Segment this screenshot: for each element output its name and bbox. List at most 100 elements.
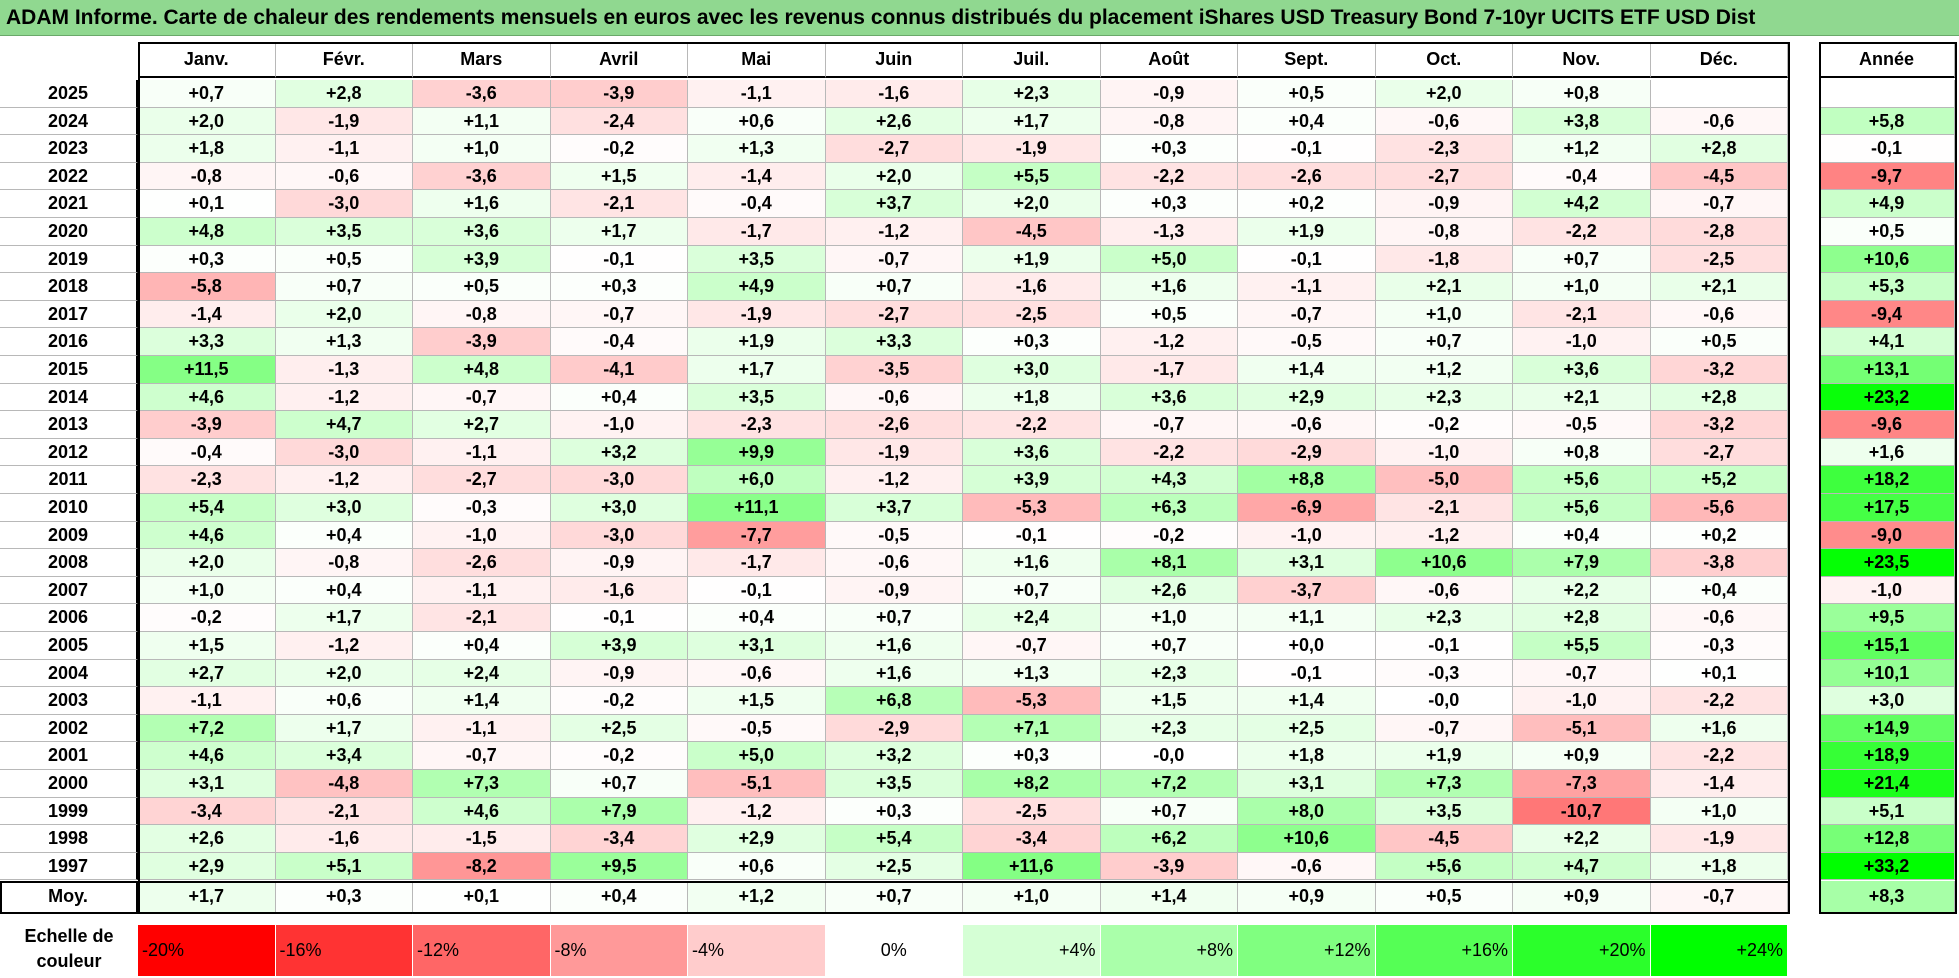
heatmap-cell: +5,0 <box>1100 245 1238 274</box>
annual-cell: +17,5 <box>1819 494 1955 522</box>
heatmap-cell: +0,8 <box>1513 80 1651 108</box>
heatmap-cell: -0,7 <box>413 383 551 412</box>
average-cell: +0,5 <box>1375 881 1513 914</box>
year-label: 1999 <box>0 797 138 826</box>
year-label: 2013 <box>0 411 138 439</box>
heatmap-cell: +0,4 <box>1650 576 1788 605</box>
heatmap-cell: -1,8 <box>1375 245 1513 274</box>
heatmap-cell: -0,9 <box>825 576 963 605</box>
heatmap-cell: +4,6 <box>138 521 276 550</box>
heatmap-cell: -0,5 <box>1513 411 1651 439</box>
heatmap-cell: +4,6 <box>138 383 276 412</box>
heatmap-cell: +2,0 <box>825 162 963 191</box>
heatmap-cell: -2,7 <box>825 300 963 329</box>
heatmap-cell: +3,4 <box>275 742 413 770</box>
heatmap-cell: +0,3 <box>963 328 1101 356</box>
heatmap-cell: -2,9 <box>1238 438 1376 467</box>
annual-cell: +23,5 <box>1819 549 1955 577</box>
heatmap-cell: -1,3 <box>1100 218 1238 246</box>
heatmap-cell: -1,7 <box>1100 356 1238 384</box>
heatmap-cell: +0,7 <box>1375 328 1513 356</box>
heatmap-cell: -0,2 <box>550 687 688 715</box>
month-header: Mai <box>688 42 826 78</box>
heatmap-cell: +3,6 <box>1513 356 1651 384</box>
annual-cell: -0,1 <box>1819 135 1955 163</box>
annual-cell: +5,8 <box>1819 107 1955 136</box>
heatmap-cell: -5,8 <box>138 273 276 301</box>
heatmap-cell: +2,3 <box>963 80 1101 108</box>
heatmap-cell: +3,1 <box>688 632 826 660</box>
heatmap-cell: +0,6 <box>688 107 826 136</box>
year-label: 2012 <box>0 438 138 467</box>
heatmap-cell: +3,0 <box>275 494 413 522</box>
heatmap-cell: -3,0 <box>550 521 688 550</box>
heatmap-cell: -1,1 <box>413 438 551 467</box>
heatmap-cell: +1,4 <box>1238 687 1376 715</box>
heatmap-cell: +1,7 <box>275 714 413 743</box>
heatmap-cell: -0,4 <box>688 190 826 218</box>
heatmap-cell: -0,6 <box>825 383 963 412</box>
heatmap-cell: -1,0 <box>413 521 551 550</box>
year-label: 2007 <box>0 576 138 605</box>
heatmap-cell: +4,6 <box>138 742 276 770</box>
heatmap-cell: +2,3 <box>1100 714 1238 743</box>
heatmap-cell: -2,1 <box>1513 300 1651 329</box>
heatmap-cell: -0,9 <box>550 659 688 688</box>
heatmap-cell: -5,3 <box>963 494 1101 522</box>
heatmap-cell: -2,7 <box>1650 438 1788 467</box>
color-scale-step: +12% <box>1238 925 1376 976</box>
color-scale-step: -20% <box>138 925 276 976</box>
month-header: Juin <box>825 42 963 78</box>
heatmap-cell: +0,7 <box>825 273 963 301</box>
heatmap-cell: +8,1 <box>1100 549 1238 577</box>
color-scale-step: -4% <box>688 925 826 976</box>
heatmap-cell: -0,7 <box>825 245 963 274</box>
annual-cell: +10,1 <box>1819 659 1955 688</box>
heatmap-cell: +2,6 <box>1100 576 1238 605</box>
color-scale-step: +20% <box>1513 925 1651 976</box>
heatmap-cell: +0,5 <box>1100 300 1238 329</box>
heatmap-cell: +3,1 <box>1238 770 1376 798</box>
year-label: 2020 <box>0 218 138 246</box>
heatmap-cell: -2,5 <box>1650 245 1788 274</box>
heatmap-cell: -2,7 <box>413 466 551 494</box>
heatmap-cell: -0,7 <box>1375 714 1513 743</box>
heatmap-cell: +5,1 <box>275 852 413 881</box>
heatmap-cell: -1,4 <box>1650 770 1788 798</box>
heatmap-cell: +0,4 <box>1513 521 1651 550</box>
heatmap-cell: +1,3 <box>688 135 826 163</box>
heatmap-cell: -1,9 <box>963 135 1101 163</box>
heatmap-cell: +1,0 <box>1513 273 1651 301</box>
heatmap-cell: -0,6 <box>1650 604 1788 632</box>
month-header: Avril <box>550 42 688 78</box>
heatmap-cell: +1,5 <box>688 687 826 715</box>
annual-cell: +12,8 <box>1819 825 1955 853</box>
year-label: 2017 <box>0 300 138 329</box>
year-label: 2010 <box>0 494 138 522</box>
heatmap-cell: -1,1 <box>1238 273 1376 301</box>
year-label: 2018 <box>0 273 138 301</box>
heatmap-cell: -4,8 <box>275 770 413 798</box>
heatmap-cell: +2,3 <box>1375 604 1513 632</box>
heatmap-cell: +3,6 <box>413 218 551 246</box>
heatmap-cell: -1,4 <box>138 300 276 329</box>
annual-cell: +10,6 <box>1819 245 1955 274</box>
heatmap-cell: +5,6 <box>1375 852 1513 881</box>
heatmap-cell: -4,5 <box>963 218 1101 246</box>
heatmap-cell: -0,2 <box>1100 521 1238 550</box>
heatmap-cell: +3,3 <box>825 328 963 356</box>
heatmap-cell: +9,5 <box>550 852 688 881</box>
year-label: 2024 <box>0 107 138 136</box>
heatmap-cell: +0,7 <box>825 604 963 632</box>
year-label: 2015 <box>0 356 138 384</box>
heatmap-cell: -1,2 <box>275 632 413 660</box>
heatmap-cell: +1,4 <box>413 687 551 715</box>
heatmap-cell: -0,6 <box>275 162 413 191</box>
heatmap-cell: -2,2 <box>1513 218 1651 246</box>
heatmap-cell: -4,5 <box>1650 162 1788 191</box>
average-cell: +1,7 <box>138 881 276 914</box>
heatmap-cell: -1,2 <box>825 218 963 246</box>
heatmap-cell: -1,6 <box>963 273 1101 301</box>
heatmap-cell: -2,3 <box>1375 135 1513 163</box>
heatmap-cell: +0,8 <box>1513 438 1651 467</box>
